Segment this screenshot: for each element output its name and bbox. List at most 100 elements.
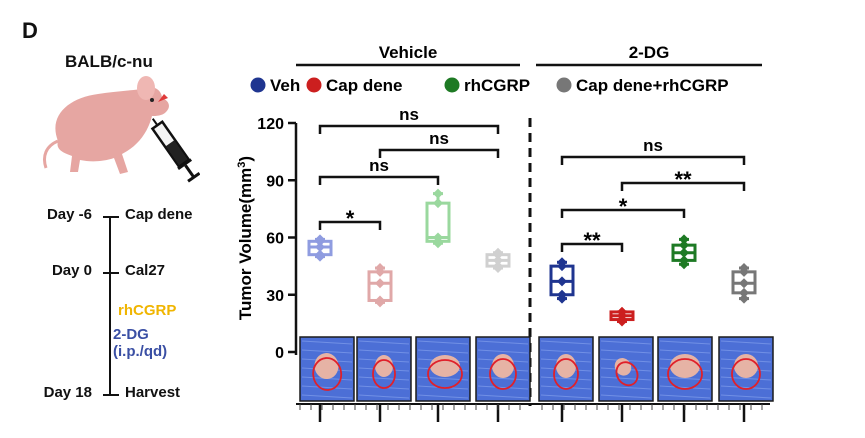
photo-texture <box>720 394 772 399</box>
panel-letter: D <box>22 18 38 43</box>
tumor-outline <box>312 357 343 391</box>
photo-texture <box>358 349 410 354</box>
box-point <box>739 293 749 304</box>
tumor-outline <box>427 359 463 389</box>
tumor-specimen <box>375 355 393 377</box>
timeline-event: Harvest <box>125 384 181 401</box>
significance-label: ** <box>583 228 601 253</box>
tumor-outline <box>667 358 703 390</box>
photo-texture <box>600 376 652 381</box>
y-tick-label: 30 <box>266 288 284 305</box>
photo-texture <box>540 394 592 399</box>
box-point <box>557 276 567 287</box>
timeline-day: Day -6 <box>46 206 92 223</box>
timeline-event: Cal27 <box>125 262 166 279</box>
photo-texture <box>301 394 353 399</box>
significance-bracket <box>378 148 500 158</box>
photo-texture <box>600 394 652 399</box>
box-point <box>739 287 749 298</box>
photo-texture <box>720 340 772 345</box>
photo-texture <box>720 376 772 381</box>
photo-texture <box>540 385 592 390</box>
legend-label: Veh <box>270 76 300 95</box>
photo-texture <box>301 385 353 390</box>
syringe-icon <box>150 118 200 183</box>
photo-texture <box>540 376 592 381</box>
photo-texture <box>358 394 410 399</box>
tumor-specimen <box>430 355 460 377</box>
box-point <box>739 278 749 289</box>
box-point <box>375 295 385 306</box>
photo-texture <box>659 349 711 354</box>
treatment-2dg: 2-DG (i.p./qd) <box>113 326 167 360</box>
timeline-day: Day 18 <box>43 384 92 401</box>
significance-label: ns <box>369 156 389 175</box>
box-point <box>433 188 443 199</box>
photo-texture <box>600 349 652 354</box>
box-point <box>315 242 325 253</box>
legend-label: Cap dene <box>326 76 403 95</box>
box-point <box>679 255 689 266</box>
box-point <box>315 234 325 245</box>
legend-label: Cap dene+rhCGRP <box>576 76 729 95</box>
photo-texture <box>540 349 592 354</box>
box-point <box>679 234 689 245</box>
significance-bracket <box>318 124 500 134</box>
treatment-2dg-name: 2-DG <box>113 326 149 343</box>
significance-bracket <box>560 242 624 252</box>
timeline-tick <box>103 394 119 396</box>
photo-texture <box>417 340 469 345</box>
tumor-specimen <box>670 354 700 378</box>
legend-marker <box>250 77 266 93</box>
mouse-icon <box>43 76 169 174</box>
tumor-specimen <box>492 354 514 378</box>
y-tick-label: 90 <box>266 173 284 190</box>
tumor-outline <box>615 361 639 387</box>
photo-texture <box>659 394 711 399</box>
box-point <box>679 247 689 258</box>
box-point <box>375 263 385 274</box>
significance-label: * <box>619 194 628 219</box>
box-point <box>493 261 503 272</box>
photo-texture <box>659 340 711 345</box>
tumor-outline <box>731 358 761 390</box>
significance-bracket <box>560 208 686 218</box>
photo-texture <box>477 394 529 399</box>
photo-texture <box>720 385 772 390</box>
photo-texture <box>417 349 469 354</box>
timeline-tick <box>103 272 119 274</box>
significance-bracket <box>620 181 746 191</box>
timeline-event: Cap dene <box>125 206 193 223</box>
box-point <box>375 278 385 289</box>
photo-texture <box>477 340 529 345</box>
y-axis-label: Tumor Volume(mm3) <box>236 156 255 320</box>
tumor-outline <box>489 358 517 390</box>
photo-texture <box>477 376 529 381</box>
significance-bracket <box>318 175 440 185</box>
legend-marker <box>556 77 572 93</box>
group-header-2-DG: 2-DG <box>629 43 670 62</box>
photo-texture <box>417 394 469 399</box>
box-point <box>315 249 325 260</box>
photo-texture <box>301 349 353 354</box>
box-point <box>557 289 567 300</box>
significance-bracket <box>560 155 746 165</box>
photo-texture <box>477 385 529 390</box>
box-point <box>493 247 503 258</box>
photo-texture <box>659 385 711 390</box>
timeline-day: Day 0 <box>51 262 92 279</box>
box-point <box>617 306 627 317</box>
photo-texture <box>720 349 772 354</box>
treatment-2dg-route: (i.p./qd) <box>113 343 168 360</box>
box-point <box>739 263 749 274</box>
timeline-axis <box>109 216 111 394</box>
legend-marker <box>306 77 322 93</box>
tumor-photo <box>538 336 594 402</box>
group-header-Vehicle: Vehicle <box>379 43 438 62</box>
significance-label: ns <box>643 136 663 155</box>
significance-label: ns <box>399 105 419 124</box>
tumor-specimen <box>734 354 758 378</box>
box-point <box>493 255 503 266</box>
box-point <box>557 257 567 268</box>
